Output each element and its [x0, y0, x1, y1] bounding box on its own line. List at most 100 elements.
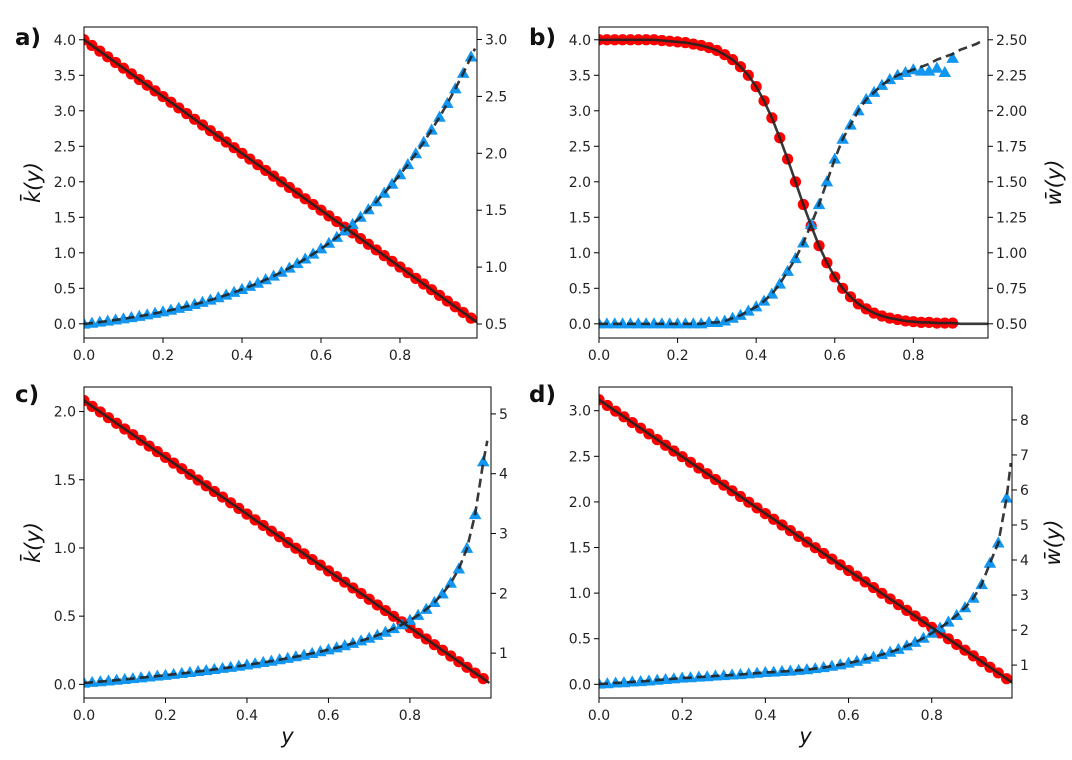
w-data-point: [930, 61, 944, 73]
line-w-theory: [84, 48, 477, 326]
y-right-tick-label: 5: [1020, 518, 1029, 534]
series-w-markers: [84, 50, 477, 329]
y-left-tick-label: 0.5: [54, 609, 76, 625]
y-right-tick-label: 1: [1020, 658, 1029, 674]
line-w-theory: [599, 462, 1012, 686]
y-left-tick-label: 1.0: [569, 586, 591, 602]
y-left-tick-label: 0.0: [54, 677, 76, 693]
x-tick-label: 0.4: [236, 708, 258, 724]
y-left-tick-label: 2.5: [54, 139, 76, 155]
y-right-tick-label: 1.00: [996, 246, 1027, 262]
line-k-theory: [599, 38, 988, 326]
w-data-point: [717, 669, 731, 681]
series-w-markers: [84, 455, 490, 688]
y-left-tick-label: 0.0: [569, 677, 591, 693]
plot-area: [599, 394, 1012, 689]
x-axis-label: y: [280, 724, 294, 748]
y-right-tick-label: 1.75: [996, 139, 1027, 155]
axes-frame: [83, 26, 478, 339]
x-tick-label: 0.8: [921, 708, 943, 724]
x-tick-label: 0.6: [837, 708, 859, 724]
y-right-tick-label: 0.75: [996, 281, 1027, 297]
panel-b: 0.0 0.2 0.4 0.6 0.8 0.0 0.5 1.0 1.5 2.0 2.5 3.0 3.5 4…: [529, 25, 1066, 364]
x-tick-label: 0.4: [754, 708, 776, 724]
line-k-theory: [84, 38, 477, 324]
y-left-tick-label: 1.5: [54, 210, 76, 226]
x-tick-label: 0.6: [310, 348, 332, 364]
y-right-tick-label: 1.5: [485, 203, 507, 219]
w-data-point: [938, 65, 952, 78]
w-data-point: [441, 96, 454, 108]
y-left-tick-label: 1.0: [54, 541, 76, 557]
y-right-tick-label: 7: [1020, 448, 1029, 464]
w-data-point: [883, 645, 897, 657]
w-data-point: [634, 675, 647, 687]
y-left-tick-label: 0.0: [54, 317, 76, 333]
panel-label: d): [529, 382, 556, 408]
w-data-point: [675, 671, 689, 683]
x-tick-label: 0.8: [902, 348, 924, 364]
x-tick-label: 0.6: [824, 348, 846, 364]
w-data-point: [433, 110, 446, 122]
y-left-tick-label: 0.0: [569, 317, 591, 333]
w-data-point: [617, 676, 631, 688]
w-data-point: [765, 287, 779, 299]
y-right-tick-label: 2.25: [996, 68, 1027, 84]
y-left-tick-label: 2.0: [54, 405, 76, 421]
x-tick-label: 0.2: [152, 348, 174, 364]
plot-area: [599, 34, 988, 329]
x-tick-label: 0.0: [588, 348, 610, 364]
y-right-tick-label: 2.50: [996, 33, 1027, 49]
w-data-point: [401, 157, 415, 170]
y-right-axis-label: w̄(y): [1042, 160, 1066, 206]
y-left-tick-label: 3.5: [569, 68, 591, 84]
y-left-tick-label: 1.5: [569, 210, 591, 226]
y-left-tick-label: 4.0: [54, 33, 76, 49]
y-right-tick-label: 2.5: [485, 89, 507, 105]
w-data-point: [1000, 491, 1012, 503]
x-tick-label: 0.6: [317, 708, 339, 724]
y-left-axis-label: k̄(y): [20, 522, 45, 563]
x-tick-label: 0.2: [671, 708, 693, 724]
x-tick-label: 0.8: [389, 348, 411, 364]
y-left-tick-label: 0.5: [569, 632, 591, 648]
line-k-theory: [84, 399, 491, 685]
w-data-point: [659, 672, 672, 685]
x-axis-label: y: [798, 724, 812, 748]
y-left-tick-label: 0.5: [54, 281, 76, 297]
axes-frame: [598, 386, 1013, 699]
w-data-point: [290, 257, 304, 269]
y-right-tick-label: 6: [1020, 483, 1029, 499]
y-left-tick-label: 2.0: [569, 175, 591, 191]
panel-a: 0.0 0.2 0.4 0.6 0.8 0.0 0.5 1.0 1.5 2.0 2.5 3.0 3.5 4…: [15, 25, 507, 364]
w-data-point: [820, 175, 834, 187]
y-right-tick-label: 1.50: [996, 175, 1027, 191]
x-tick-label: 0.8: [399, 708, 421, 724]
w-data-point: [781, 264, 794, 276]
y-right-tick-label: 1.25: [996, 210, 1027, 226]
x-tick-label: 0.2: [154, 708, 176, 724]
y-left-tick-label: 3.0: [569, 404, 591, 420]
x-tick-label: 0.0: [73, 348, 95, 364]
panel-d: 0.0 0.2 0.4 0.6 0.8 0.0 0.5 1.0 1.5 2.0 2.5 3.0 1 2 3 4…: [529, 382, 1065, 748]
y-right-tick-label: 8: [1020, 413, 1029, 429]
w-data-point: [773, 277, 787, 289]
x-tick-label: 0.4: [745, 348, 767, 364]
y-right-tick-label: 0.5: [485, 317, 507, 333]
x-tick-label: 0.2: [666, 348, 688, 364]
y-left-tick-label: 4.0: [569, 33, 591, 49]
y-right-tick-label: 1.0: [485, 260, 507, 276]
y-left-axis-label: k̄(y): [20, 162, 45, 203]
y-right-tick-label: 2: [499, 586, 508, 602]
x-tick-label: 0.4: [231, 348, 253, 364]
w-data-point: [759, 665, 772, 678]
y-right-axis-label: w̄(y): [1041, 520, 1065, 566]
y-left-tick-label: 2.5: [569, 139, 591, 155]
line-k-theory: [599, 398, 1012, 684]
axes-frame: [598, 26, 989, 339]
w-data-point: [922, 64, 936, 76]
y-left-tick-label: 1.5: [54, 473, 76, 489]
w-data-point: [784, 664, 797, 676]
y-right-tick-label: 2: [1020, 623, 1029, 639]
